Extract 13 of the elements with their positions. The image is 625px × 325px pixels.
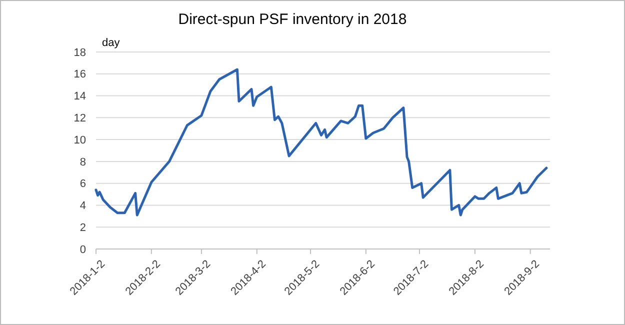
y-axis-title: day xyxy=(102,37,120,49)
y-tick-label: 2 xyxy=(80,222,86,234)
y-tick-label: 6 xyxy=(80,178,86,190)
y-tick-label: 10 xyxy=(74,134,86,146)
y-tick-label: 16 xyxy=(74,68,86,81)
y-tick-label: 12 xyxy=(74,112,86,125)
y-tick-label: 8 xyxy=(80,156,86,168)
y-tick-label: 0 xyxy=(80,244,86,256)
y-tick-label: 4 xyxy=(80,200,86,212)
line-series xyxy=(94,68,548,216)
y-tick-label: 14 xyxy=(74,90,86,103)
chart-title: Direct-spun PSF inventory in 2018 xyxy=(178,11,407,28)
y-tick-label: 18 xyxy=(74,46,86,59)
